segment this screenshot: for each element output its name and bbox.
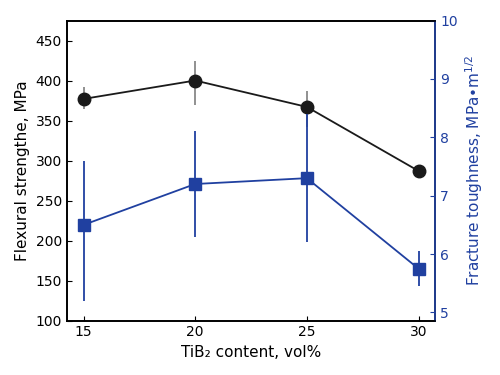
- X-axis label: TiB₂ content, vol%: TiB₂ content, vol%: [181, 345, 321, 360]
- Y-axis label: Flexural strengthe, MPa: Flexural strengthe, MPa: [15, 80, 30, 261]
- Y-axis label: Fracture toughness, MPa•m$^{1/2}$: Fracture toughness, MPa•m$^{1/2}$: [464, 55, 485, 286]
